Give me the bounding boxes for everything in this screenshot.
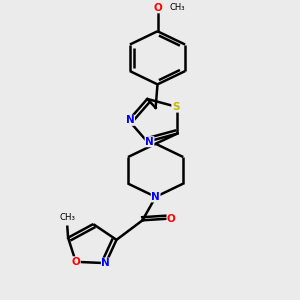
- Text: CH₃: CH₃: [59, 213, 75, 222]
- Text: CH₃: CH₃: [170, 3, 185, 12]
- Text: N: N: [101, 258, 110, 268]
- Text: O: O: [153, 3, 162, 13]
- Text: N: N: [145, 137, 154, 147]
- Text: S: S: [172, 102, 179, 112]
- Text: N: N: [151, 192, 160, 202]
- Text: N: N: [126, 115, 134, 125]
- Text: O: O: [167, 214, 176, 224]
- Text: O: O: [71, 257, 80, 267]
